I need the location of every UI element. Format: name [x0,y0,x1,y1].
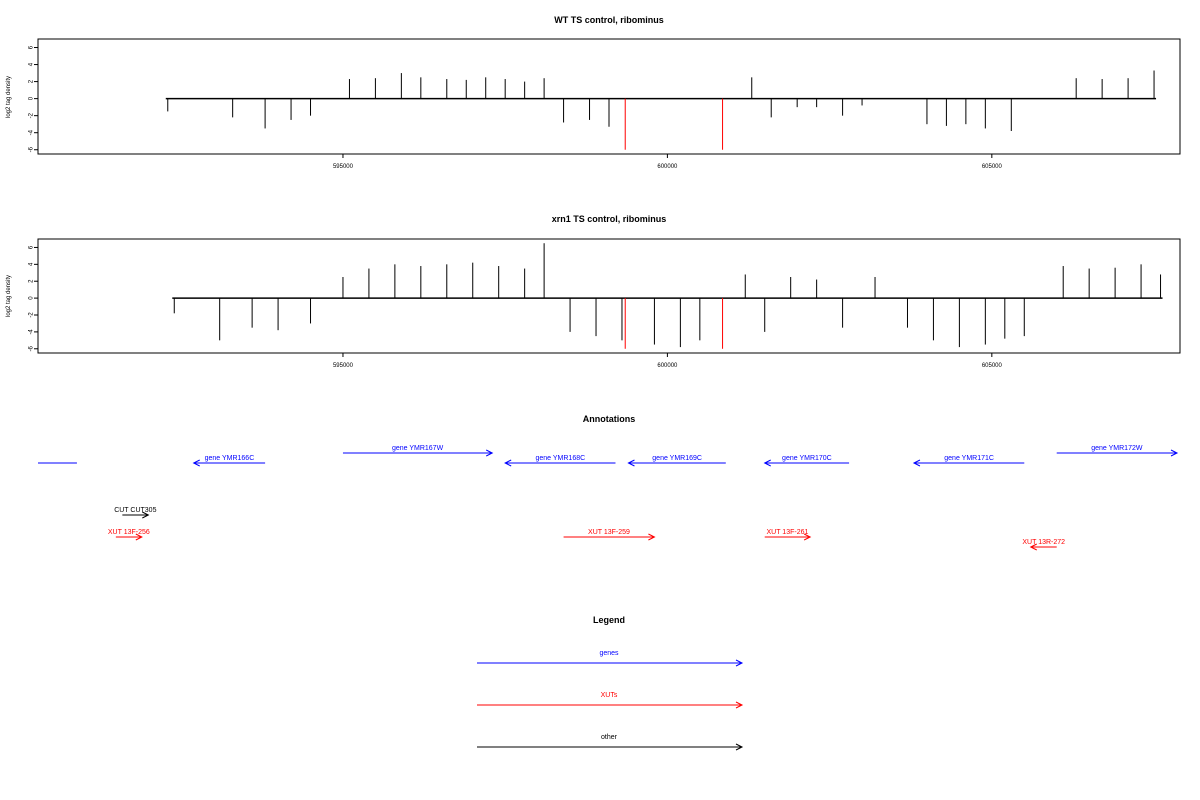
arrow-right-icon [735,701,744,709]
panel-title: xrn1 TS control, ribominus [552,214,667,224]
x-tick-label: 600000 [657,363,678,369]
y-tick-label: 6 [29,245,35,249]
y-axis: -6 -4 -2 0 2 4 6 [29,45,38,152]
panel-wt-ts-control: WT TS control, ribominus log2 tag densit… [6,15,1181,170]
arrow-left-icon [192,459,200,467]
annotation-feature: gene YMR169C [627,455,726,467]
feature-label: gene YMR168C [535,455,585,462]
arrow-right-icon [1170,449,1179,457]
legend-title: Legend [593,615,625,625]
y-tick-label: -2 [29,312,35,318]
y-tick-label: 4 [29,262,35,266]
y-tick-label: 4 [29,62,35,66]
y-tick-label: -4 [29,129,35,135]
legend-item: XUTs [477,692,744,709]
feature-label: XUT 13F-256 [108,529,150,536]
arrow-right-icon [803,533,812,541]
annotation-feature: XUT 13F-261 [764,529,812,541]
x-tick-label: 595000 [333,164,354,170]
annotation-feature: XUT 13R-272 [1022,539,1065,551]
feature-label: gene YMR171C [944,455,994,462]
arrow-right-icon [735,743,744,751]
x-tick-label: 600000 [657,164,678,170]
annotation-feature: gene YMR168C [504,455,616,467]
feature-label: gene YMR166C [205,455,255,462]
annotation-feature: gene YMR171C [912,455,1025,467]
plot-frame [37,38,1181,155]
arrow-right-icon [135,533,143,541]
y-tick-label: 6 [29,45,35,49]
legend-label: XUTs [601,692,618,699]
y-tick-label: -6 [29,345,35,351]
arrow-left-icon [763,459,771,467]
y-axis-label: log2 tag density [6,76,12,118]
legend-item: other [477,734,744,751]
feature-label: gene YMR170C [782,455,832,462]
arrow-left-icon [912,459,921,467]
annotation-feature: gene YMR172W [1056,445,1179,457]
arrow-right-icon [648,533,656,541]
annotation-feature: XUT 13F-259 [563,529,656,541]
feature-label: gene YMR167W [392,445,444,452]
annotation-feature: XUT 13F-256 [108,529,150,541]
annotation-features: gene YMR166C gene YMR167W gene YMR168C gene… [38,445,1179,551]
feature-label: gene YMR169C [652,455,702,462]
annotation-feature: gene YMR170C [763,455,850,467]
x-axis: 595000 600000 605000 [333,154,1003,170]
arrow-left-icon [1029,543,1037,551]
legend-label: other [601,734,618,741]
y-tick-label: -6 [29,146,35,152]
feature-label: XUT 13F-259 [588,529,630,536]
y-tick-label: -4 [29,329,35,335]
feature-label: gene YMR172W [1091,445,1143,452]
legend-label: genes [599,650,619,657]
annotations-title: Annotations [583,414,636,424]
panel-xrn1-ts-control: xrn1 TS control, ribominus log2 tag dens… [6,214,1181,369]
plot-frame [37,238,1181,354]
annotation-feature: gene YMR167W [342,445,494,457]
feature-label: CUT CUT305 [114,507,156,514]
arrow-right-icon [142,511,150,519]
annotation-feature: gene YMR166C [192,455,266,467]
y-tick-label: 0 [29,296,35,300]
y-axis-label: log2 tag density [6,275,12,317]
y-tick-label: 2 [29,279,35,283]
x-tick-label: 605000 [982,164,1003,170]
x-axis: 595000 600000 605000 [333,353,1003,369]
arrow-left-icon [627,459,635,467]
density-bars [165,70,1157,150]
density-bars [172,243,1163,349]
x-tick-label: 605000 [982,363,1003,369]
y-tick-label: 2 [29,79,35,83]
legend-item: genes [477,650,744,667]
y-tick-label: -2 [29,112,35,118]
panel-title: WT TS control, ribominus [554,15,664,25]
arrow-right-icon [485,449,494,457]
arrow-right-icon [735,659,744,667]
feature-label: XUT 13F-261 [766,529,808,536]
y-axis: -6 -4 -2 0 2 4 6 [29,245,38,351]
annotation-feature: CUT CUT305 [114,507,157,519]
legend-items: genes XUTs other [477,650,744,751]
legend-panel: Legend genes XUTs other [477,615,744,751]
feature-label: XUT 13R-272 [1022,539,1065,546]
arrow-left-icon [504,459,512,467]
x-tick-label: 595000 [333,363,354,369]
y-tick-label: 0 [29,96,35,100]
